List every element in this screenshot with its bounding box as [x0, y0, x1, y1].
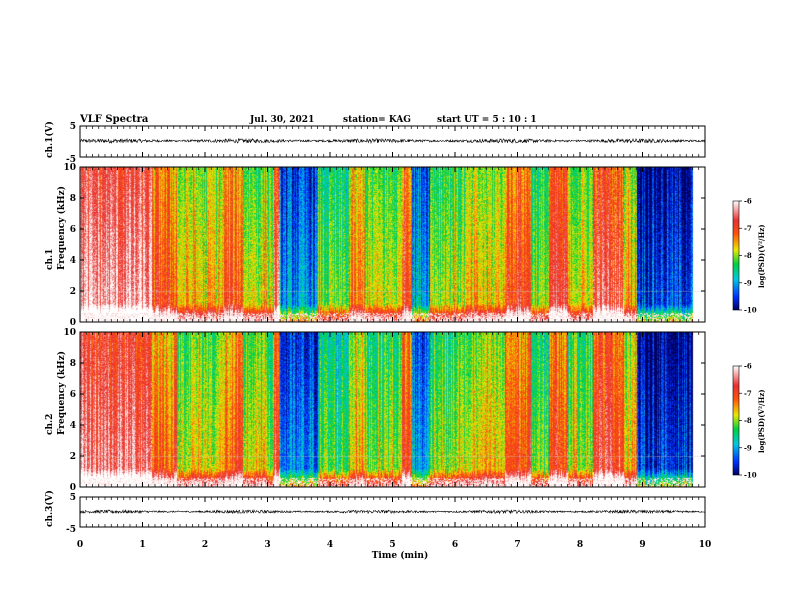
ch1-waveform-ylabel: ch.1(V): [44, 121, 55, 158]
ch2-spectrogram-ylabel: ch.2 Frequency (kHz): [45, 351, 67, 435]
colorbar-tick: -8: [744, 251, 752, 260]
x-tick-label: 3: [264, 540, 270, 550]
ch2-spectrogram-ytick: 4: [70, 421, 76, 431]
x-tick-label: 1: [139, 540, 145, 550]
colorbar-tick: -9: [744, 278, 752, 287]
ch1-spectrogram-plot: [80, 167, 705, 322]
colorbar-tick: -10: [744, 471, 757, 480]
start-time-label: start UT = 5 : 10 : 1: [437, 115, 537, 125]
station-label: station= KAG: [343, 115, 411, 125]
ch1-spectrogram-ytick: 6: [70, 225, 76, 235]
x-tick-label: 8: [577, 540, 583, 550]
ch1-waveform-ytick: -5: [66, 155, 76, 165]
ch1-waveform-axes: 5 -5: [66, 122, 706, 165]
x-tick-label: 6: [452, 540, 458, 550]
ch1-spectrogram-ylabel: ch.1 Frequency (kHz): [45, 186, 67, 270]
ch3-waveform-ylabel: ch.3(V): [44, 490, 55, 527]
x-tick-label: 0: [77, 540, 83, 550]
ch1-spectrogram-ytick: 10: [63, 163, 76, 173]
ch1-spectrogram-ytick: 4: [70, 256, 76, 266]
colorbar-tick: -8: [744, 416, 752, 425]
colorbar-tick: -6: [744, 197, 752, 206]
ch3-waveform-trace: [79, 508, 706, 515]
x-tick-label: 10: [699, 540, 712, 550]
ch1-waveform-trace: [79, 137, 706, 145]
ch1-spectrogram-ytick: 8: [70, 194, 76, 204]
colorbar-tick: -6: [744, 362, 752, 371]
ch2-spectrogram-axes: 0 2 4 6 8 10: [63, 328, 706, 493]
colorbar-tick: -7: [744, 224, 752, 233]
x-tick-label: 9: [639, 540, 645, 550]
colorbar-tick: -9: [744, 443, 752, 452]
ch2-spectrogram-ytick: 8: [70, 359, 76, 369]
ch1-spectrogram-ytick: 0: [70, 318, 76, 328]
ch2-spectrogram-plot: [80, 332, 705, 487]
colorbar-tick: -10: [744, 306, 757, 315]
x-tick-label: 2: [202, 540, 208, 550]
ch3-waveform-ytick: 5: [70, 493, 76, 503]
ch2-colorbar: -6 -7 -8 -9 -10 log(PSD)(V²/Hz): [732, 362, 766, 480]
ch3-waveform-ytick: -5: [66, 525, 76, 535]
ch1-spectrogram-ytick: 2: [70, 287, 76, 297]
ch3-waveform-axes: 5 -5: [66, 493, 706, 535]
date-label: Jul. 30, 2021: [249, 115, 314, 125]
colorbar-tick: -7: [744, 389, 752, 398]
ch1-waveform-ytick: 5: [70, 122, 76, 132]
ch2-spectrogram-ytick: 10: [63, 328, 76, 338]
ch1-spectrogram-axes: 0 2 4 6 8 10: [63, 163, 706, 328]
figure-title: VLF Spectra: [79, 114, 149, 125]
ch1-colorbar: -6 -7 -8 -9 -10 log(PSD)(V²/Hz): [732, 197, 766, 315]
ch2-spectrogram-ytick: 2: [70, 452, 76, 462]
x-tick-label: 5: [389, 540, 395, 550]
ch1-colorbar-label: log(PSD)(V²/Hz): [757, 224, 766, 288]
x-axis-label: Time (min): [372, 550, 429, 561]
ch2-colorbar-label: log(PSD)(V²/Hz): [757, 389, 766, 453]
ch2-spectrogram-ytick: 6: [70, 390, 76, 400]
x-tick-label: 7: [514, 540, 520, 550]
x-tick-label: 4: [327, 540, 333, 550]
ch2-spectrogram-ytick: 0: [70, 483, 76, 493]
